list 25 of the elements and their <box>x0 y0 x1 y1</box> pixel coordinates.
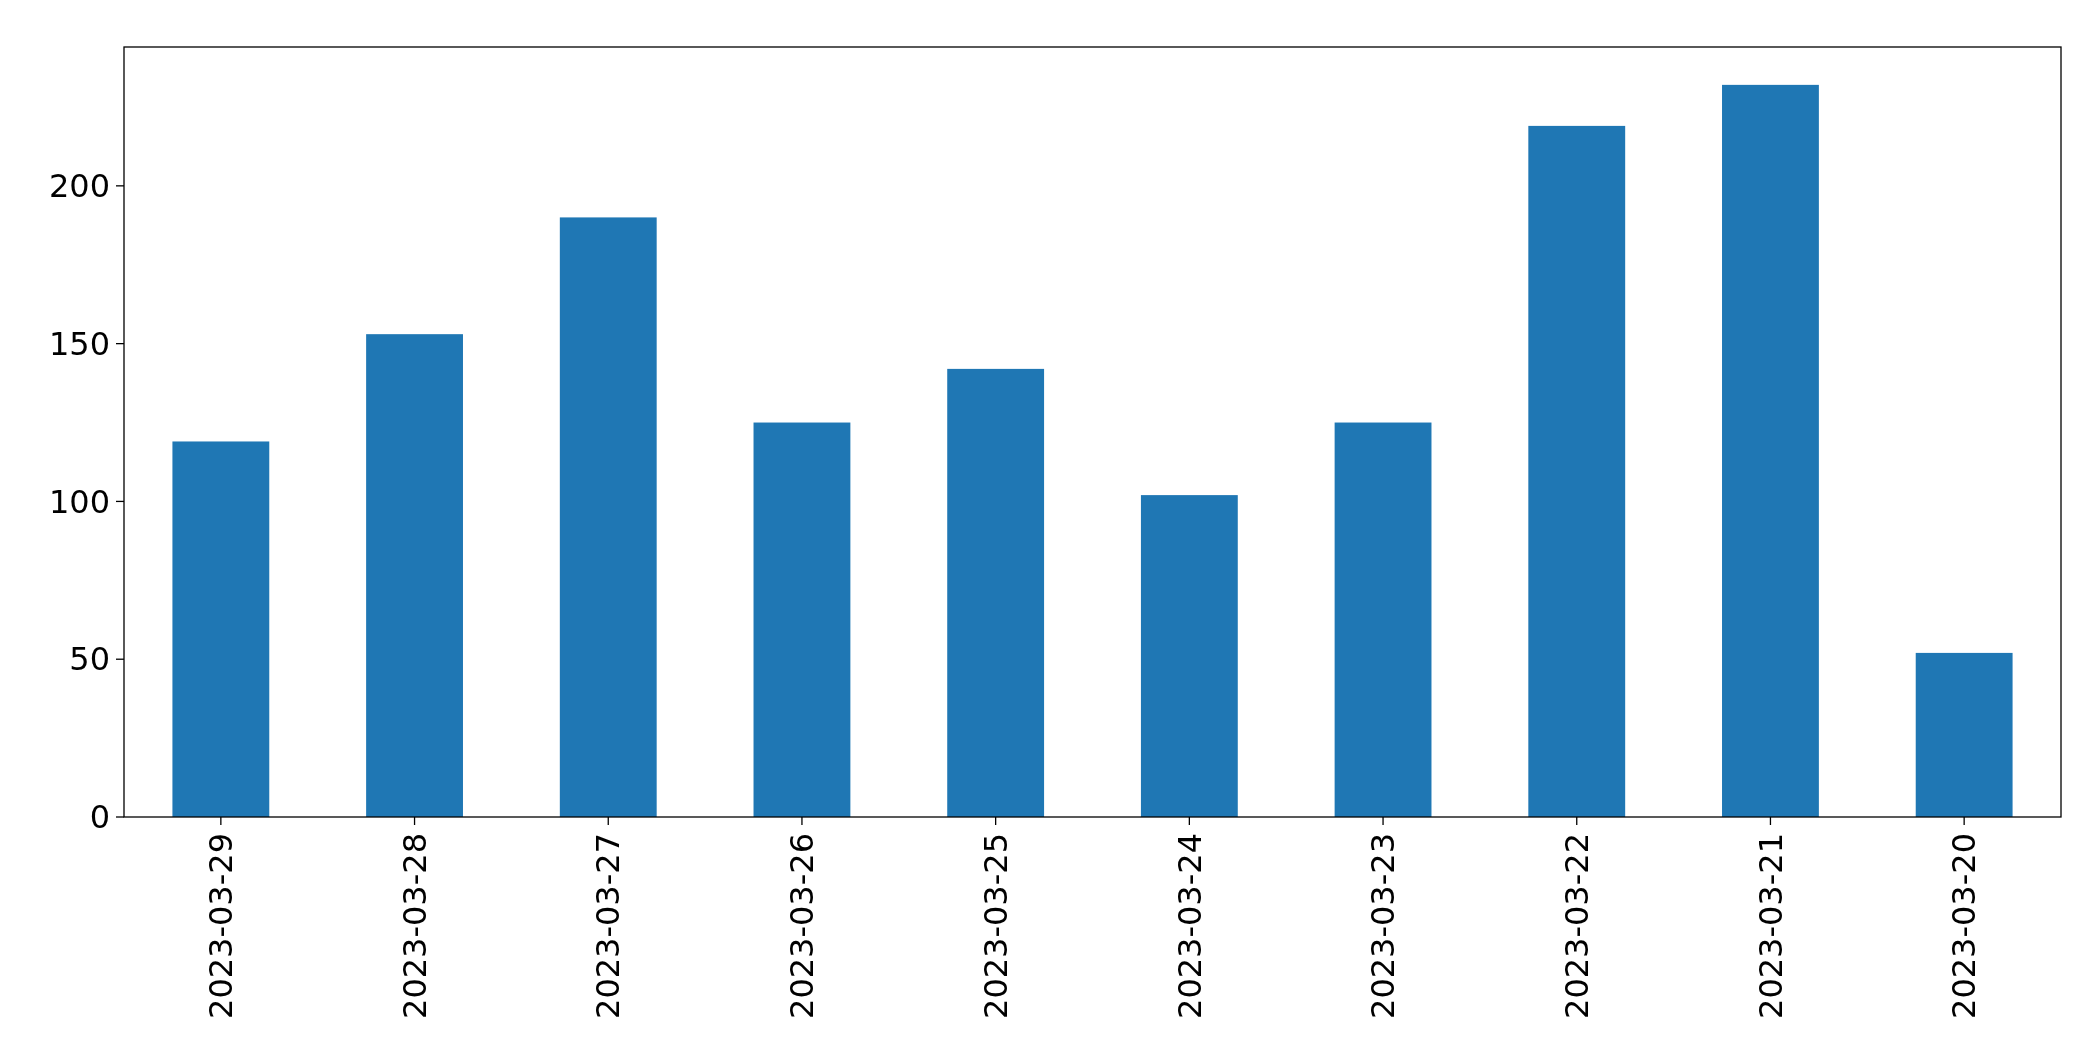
bar <box>366 334 463 817</box>
x-tick-label: 2023-03-20 <box>1945 833 1984 1019</box>
y-tick-label: 100 <box>48 482 110 521</box>
bar <box>753 422 851 817</box>
x-tick-label: 2023-03-23 <box>1364 833 1403 1019</box>
bar <box>1722 84 1819 817</box>
x-tick-label: 2023-03-27 <box>589 833 628 1019</box>
bar <box>1528 125 1626 817</box>
x-tick-label: 2023-03-26 <box>783 833 822 1019</box>
x-tick-label: 2023-03-24 <box>1170 833 1209 1019</box>
x-tick-label: 2023-03-22 <box>1557 833 1596 1019</box>
y-tick-label: 50 <box>69 640 110 679</box>
y-tick-label: 150 <box>48 324 110 363</box>
x-tick-label: 2023-03-29 <box>202 833 241 1019</box>
bar <box>172 441 270 817</box>
y-tick-label: 200 <box>48 167 110 206</box>
x-tick-label: 2023-03-21 <box>1751 833 1790 1019</box>
y-tick-label: 0 <box>89 798 110 837</box>
x-tick-label: 2023-03-28 <box>395 833 434 1019</box>
bar <box>947 368 1045 817</box>
bar <box>559 217 657 817</box>
bar <box>1140 495 1238 817</box>
bar <box>1915 652 2013 817</box>
bar <box>1334 422 1432 817</box>
x-tick-label: 2023-03-25 <box>976 833 1015 1019</box>
